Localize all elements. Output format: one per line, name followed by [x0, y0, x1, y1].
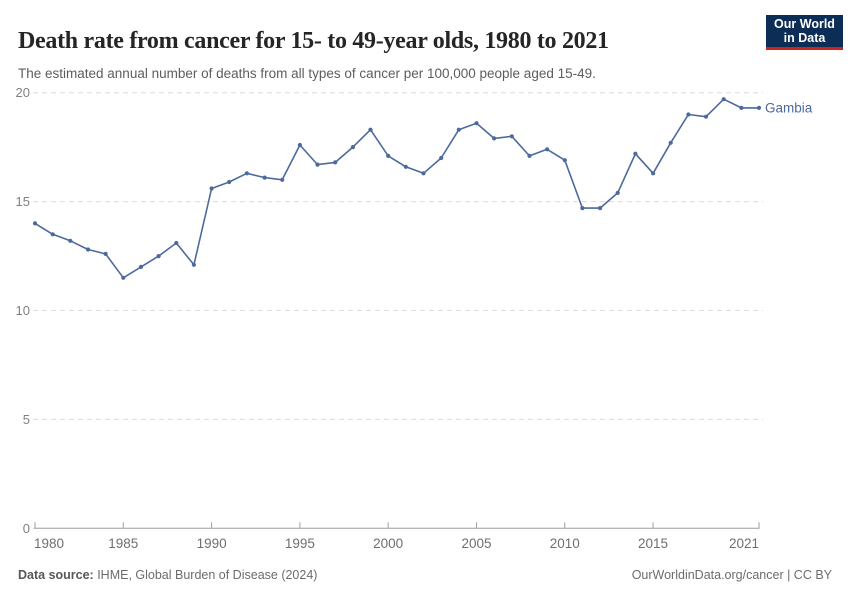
svg-text:1990: 1990 — [197, 536, 227, 551]
x-axis: 1980 1985 1990 1995 2000 2005 2010 2015 2021 — [33, 522, 760, 551]
svg-text:5: 5 — [23, 412, 30, 427]
owid-logo[interactable]: Our World in Data — [766, 15, 843, 50]
svg-text:2015: 2015 — [638, 536, 668, 551]
owid-logo-line2: in Data — [783, 31, 826, 45]
svg-text:2005: 2005 — [461, 536, 491, 551]
svg-text:2021: 2021 — [729, 536, 759, 551]
svg-text:15: 15 — [16, 194, 30, 209]
svg-text:20: 20 — [16, 85, 30, 100]
y-gridlines — [33, 92, 763, 420]
svg-text:1985: 1985 — [108, 536, 138, 551]
y-axis-labels: 0 5 10 15 20 — [16, 85, 30, 536]
svg-text:10: 10 — [16, 303, 30, 318]
page-title: Death rate from cancer for 15- to 49-yea… — [18, 28, 609, 55]
svg-text:1995: 1995 — [285, 536, 315, 551]
data-source-label: Data source: — [18, 568, 94, 582]
data-source-value: IHME, Global Burden of Disease (2024) — [93, 568, 318, 582]
attribution-link[interactable]: OurWorldinData.org/cancer | CC BY — [631, 568, 832, 582]
svg-text:2010: 2010 — [550, 536, 580, 551]
svg-text:0: 0 — [23, 521, 30, 536]
svg-text:1980: 1980 — [34, 536, 64, 551]
svg-text:2000: 2000 — [373, 536, 403, 551]
data-points-gambia — [32, 97, 762, 280]
data-line-gambia — [34, 98, 760, 279]
owid-logo-line1: Our World — [774, 17, 835, 31]
data-source-note: Data source: IHME, Global Burden of Dise… — [18, 568, 317, 582]
series-label-gambia[interactable]: Gambia — [765, 100, 813, 115]
chart-subtitle: The estimated annual number of deaths fr… — [18, 65, 596, 81]
